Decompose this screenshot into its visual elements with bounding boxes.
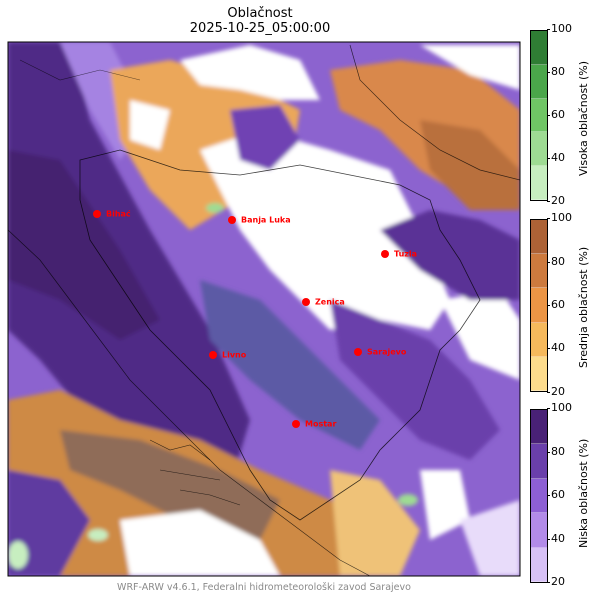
colorbar-low-tick-100: 100 <box>547 401 572 414</box>
colorbar-low-tick-20: 20 <box>547 575 565 588</box>
colorbar-segment <box>531 64 547 99</box>
city-marker-zenica[interactable]: Zenica <box>302 298 345 307</box>
city-marker-mostar[interactable]: Mostar <box>292 420 336 429</box>
colorbar-high-label: Visoka oblačnost (%) <box>577 60 590 176</box>
colorbar-segment <box>531 513 547 548</box>
model-credit: WRF-ARW v4.6.1, Federalni hidrometeorolo… <box>117 582 411 593</box>
city-label-sarajevo: Sarajevo <box>367 348 407 357</box>
city-label-tuzla: Tuzla <box>394 250 417 259</box>
city-label-mostar: Mostar <box>305 420 336 429</box>
city-marker-sarajevo[interactable]: Sarajevo <box>354 348 407 357</box>
colorbar-segment <box>531 444 547 479</box>
colorbar-segment <box>531 478 547 514</box>
city-marker-bihac[interactable]: Bihać <box>93 209 131 219</box>
subtitle-timestamp: 2025-10-25_05:00:00 <box>189 21 331 36</box>
title-text: Oblačnost <box>227 6 293 21</box>
colorbar-segment <box>531 98 547 133</box>
city-label-livno: Livno <box>222 351 247 360</box>
map-title: Oblačnost 2025-10-25_05:00:00 <box>0 6 520 36</box>
colorbar-segment <box>531 288 547 323</box>
city-marker-tuzla[interactable]: Tuzla <box>381 250 417 259</box>
colorbar-segment <box>531 356 547 391</box>
colorbar-high-tick-60: 60 <box>547 108 565 121</box>
colorbar-mid-tick-40: 40 <box>547 341 565 354</box>
colorbar-mid-cloud <box>530 219 548 392</box>
colorbar-segment <box>531 547 547 582</box>
city-markers: Bihać Banja Luka Tuzla Zenica Livno Sara… <box>93 209 417 429</box>
colorbar-low-tick-80: 80 <box>547 445 565 458</box>
colorbar-mid-tick-60: 60 <box>547 298 565 311</box>
city-label-zenica: Zenica <box>315 298 345 307</box>
colorbar-mid-tick-80: 80 <box>547 255 565 268</box>
colorbar-segment <box>531 410 547 445</box>
city-marker-livno[interactable]: Livno <box>209 351 247 360</box>
colorbar-segment <box>531 254 547 289</box>
city-label-bihac: Bihać <box>106 209 131 219</box>
city-label-banja-luka: Banja Luka <box>241 216 291 225</box>
colorbar-segment <box>531 166 547 200</box>
colorbar-segment <box>531 322 547 357</box>
colorbar-low-label: Niska oblačnost (%) <box>577 438 590 548</box>
city-marker-banja-luka[interactable]: Banja Luka <box>228 216 291 225</box>
colorbar-high-tick-80: 80 <box>547 65 565 78</box>
colorbar-mid-tick-100: 100 <box>547 211 572 224</box>
colorbar-high-tick-100: 100 <box>547 22 572 35</box>
colorbar-low-cloud <box>530 409 548 583</box>
colorbar-segment <box>531 132 547 167</box>
colorbar-high-cloud <box>530 30 548 201</box>
colorbar-low-tick-40: 40 <box>547 532 565 545</box>
colorbar-segment <box>531 31 547 65</box>
colorbar-segment <box>531 220 547 255</box>
colorbar-high-tick-20: 20 <box>547 194 565 207</box>
colorbar-high-tick-40: 40 <box>547 151 565 164</box>
colorbar-mid-tick-20: 20 <box>547 385 565 398</box>
colorbar-low-tick-60: 60 <box>547 488 565 501</box>
colorbar-mid-label: Srednja oblačnost (%) <box>577 246 590 368</box>
